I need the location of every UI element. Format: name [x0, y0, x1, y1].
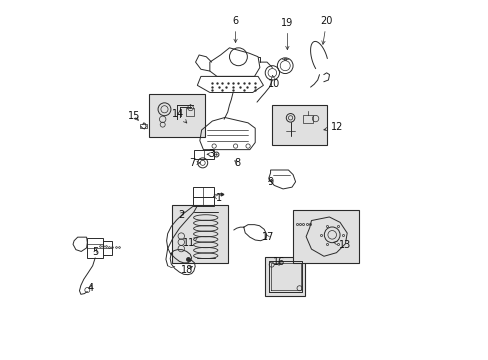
- Text: 15: 15: [127, 111, 140, 121]
- Text: 5: 5: [92, 247, 99, 257]
- Bar: [272, 105, 326, 145]
- Text: 3: 3: [206, 149, 214, 159]
- Text: 7: 7: [189, 158, 200, 168]
- Bar: [192, 187, 214, 197]
- Bar: [194, 150, 214, 159]
- Bar: [192, 197, 214, 206]
- Text: 11: 11: [183, 237, 198, 248]
- Text: 18: 18: [181, 265, 193, 275]
- Text: 14: 14: [172, 109, 186, 123]
- Text: 19: 19: [281, 18, 293, 50]
- Text: 16: 16: [273, 257, 285, 267]
- Text: 17: 17: [261, 232, 273, 242]
- Bar: [264, 257, 305, 296]
- Text: 2: 2: [178, 210, 184, 220]
- Bar: [185, 108, 194, 116]
- Text: 9: 9: [266, 177, 273, 187]
- Bar: [172, 205, 228, 263]
- Bar: [103, 241, 112, 255]
- Text: 1: 1: [213, 193, 222, 203]
- Text: 20: 20: [320, 16, 332, 44]
- Text: 13: 13: [333, 240, 351, 250]
- Bar: [292, 210, 358, 263]
- Bar: [303, 115, 312, 123]
- Text: 4: 4: [88, 283, 94, 293]
- Text: 8: 8: [234, 158, 240, 168]
- Bar: [148, 94, 205, 137]
- Bar: [140, 123, 147, 128]
- Text: 6: 6: [232, 16, 238, 42]
- Bar: [87, 238, 103, 258]
- Text: 10: 10: [267, 75, 279, 89]
- Text: 12: 12: [323, 122, 343, 132]
